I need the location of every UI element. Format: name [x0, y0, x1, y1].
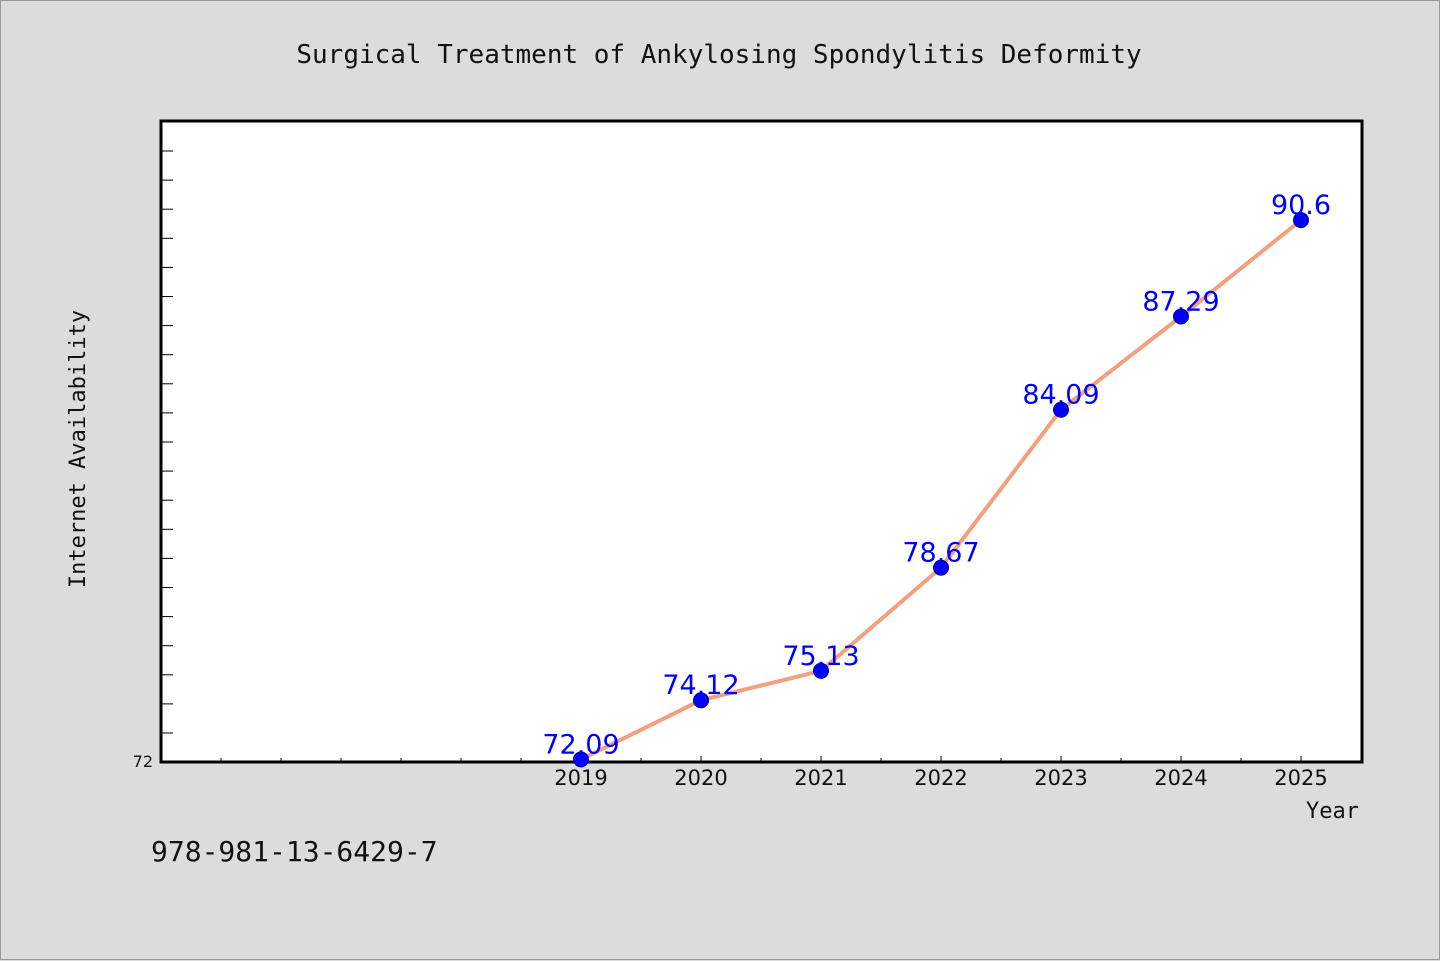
y-tick-label: 72: [133, 752, 153, 771]
data-point: [1053, 401, 1069, 418]
plot-area: [159, 119, 1364, 764]
data-point: [813, 662, 829, 679]
data-label: 72.09: [542, 729, 619, 760]
y-tick-labels: 72: [133, 752, 153, 771]
series-markers: [573, 212, 1309, 768]
data-label: 90.6: [1271, 190, 1331, 221]
data-label: 74.12: [662, 670, 739, 701]
x-tick-label: 2022: [914, 766, 967, 790]
data-label: 84.09: [1022, 380, 1099, 411]
x-tick-labels: 2019 2020 2021 2022 2023 2024 2025: [554, 766, 1327, 790]
data-point: [1293, 212, 1309, 229]
x-tick-label: 2024: [1154, 766, 1207, 790]
footnote: 978-981-13-6429-7: [151, 835, 438, 868]
axis-ticks: [161, 150, 1362, 762]
x-axis-label: Year: [1306, 799, 1359, 824]
y-axis-label: Internet Availability: [66, 310, 91, 588]
data-label: 75.13: [782, 641, 859, 672]
x-tick-label: 2019: [554, 766, 607, 790]
data-point: [573, 751, 589, 768]
data-point: [693, 692, 709, 709]
x-tick-label: 2025: [1274, 766, 1327, 790]
data-point: [1173, 308, 1189, 325]
data-label: 78.67: [902, 538, 979, 569]
data-labels: 72.09 74.12 75.13 78.67 84.09 87.29 90.6: [542, 190, 1331, 760]
x-tick-label: 2020: [674, 766, 727, 790]
data-point: [933, 559, 949, 576]
x-tick-label: 2023: [1034, 766, 1087, 790]
chart-title: Surgical Treatment of Ankylosing Spondyl…: [296, 40, 1141, 70]
x-tick-label: 2021: [794, 766, 847, 790]
data-label: 87.29: [1142, 287, 1219, 318]
